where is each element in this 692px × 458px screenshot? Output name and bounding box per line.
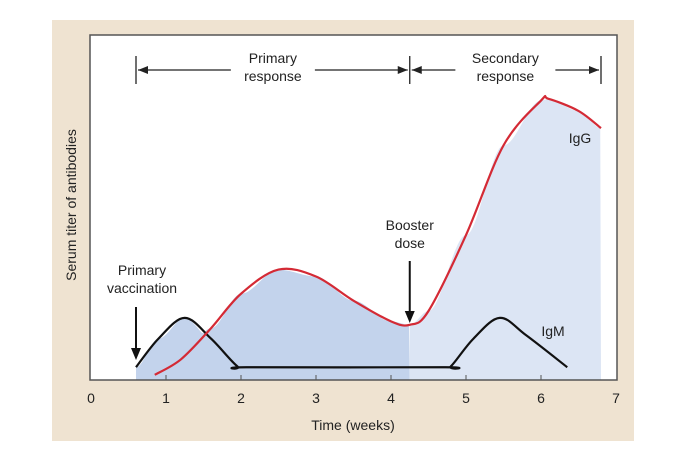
x-tick-label: 2 [237,390,245,406]
arrowhead-icon [411,66,422,74]
secondary-response-shading [409,98,601,380]
annotation-label: dose [395,235,426,251]
arrow-down-icon [131,348,141,360]
annotation-label: Primary [118,262,166,278]
x-axis-label: Time (weeks) [311,417,395,433]
series-label-igg: IgG [569,130,592,146]
phase-label: response [477,68,535,84]
annotation-label: vaccination [107,280,177,296]
arrowhead-icon [138,66,148,74]
x-tick-label: 1 [162,390,170,406]
x-tick-label: 0 [87,390,95,406]
arrowhead-icon [589,66,599,74]
annotation-label: Booster [386,217,435,233]
x-tick-label: 7 [612,390,620,406]
series-line-igg [154,95,602,376]
series-label-igm: IgM [541,323,564,339]
plot-frame [89,34,618,381]
y-axis-label: Serum titer of antibodies [63,129,79,281]
series-line-igm [135,316,568,370]
x-tick-label: 5 [462,390,470,406]
arrowhead-icon [397,66,408,74]
x-tick-label: 6 [537,390,545,406]
phase-label: response [244,68,302,84]
phase-label: Secondary [472,50,539,66]
primary-response-shading [136,269,410,380]
x-tick-label: 3 [312,390,320,406]
x-tick-label: 4 [387,390,395,406]
phase-label: Primary [249,50,297,66]
arrow-down-icon [404,311,415,323]
